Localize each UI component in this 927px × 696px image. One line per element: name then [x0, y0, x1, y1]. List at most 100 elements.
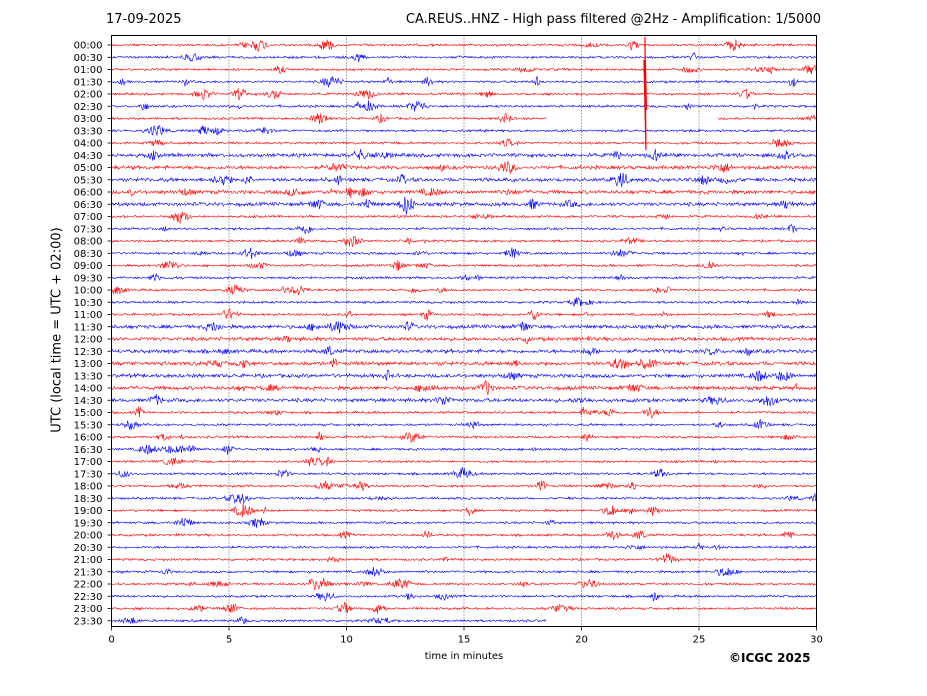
- row-label: 03:30: [74, 126, 103, 137]
- row-label: 23:00: [74, 604, 103, 615]
- row-label: 10:30: [74, 298, 103, 309]
- row-label: 06:00: [74, 188, 103, 199]
- trace-layer: [111, 36, 817, 625]
- trace-0530: [111, 172, 817, 188]
- trace-1630: [111, 444, 817, 456]
- row-label: 18:00: [74, 482, 103, 493]
- trace-0300: [717, 114, 817, 121]
- row-label: 01:30: [74, 77, 103, 88]
- row-label: 14:00: [74, 384, 103, 395]
- trace-1830: [111, 493, 817, 504]
- trace-2330: [111, 616, 547, 625]
- trace-0300: [111, 112, 547, 124]
- trace-2300: [111, 601, 817, 614]
- row-label: 20:30: [74, 543, 103, 554]
- trace-1230: [111, 345, 817, 357]
- row-label: 22:00: [74, 580, 103, 591]
- trace-0000: [111, 39, 817, 53]
- row-label: 14:30: [74, 396, 103, 407]
- trace-0930: [111, 273, 817, 282]
- trace-2200: [111, 578, 817, 591]
- trace-1200: [111, 335, 817, 345]
- trace-1600: [111, 431, 817, 443]
- trace-0330: [111, 124, 817, 137]
- date-label: 17-09-2025: [106, 12, 182, 27]
- x-axis-label: time in minutes: [424, 651, 504, 662]
- trace-1930: [111, 517, 817, 528]
- trace-0630: [111, 196, 817, 215]
- chart-title: CA.REUS..HNZ - High pass filtered @2Hz -…: [405, 12, 821, 27]
- trace-1030: [111, 297, 817, 307]
- row-label: 13:00: [74, 359, 103, 370]
- row-label: 02:30: [74, 102, 103, 113]
- trace-1430: [111, 393, 817, 406]
- row-label: 08:30: [74, 249, 103, 260]
- trace-2230: [111, 591, 817, 602]
- row-label: 01:00: [74, 65, 103, 76]
- trace-0700: [111, 211, 817, 225]
- x-tick-label: 10: [340, 635, 353, 646]
- trace-2000: [111, 530, 817, 541]
- x-tick-label: 15: [458, 635, 471, 646]
- trace-0730: [111, 223, 817, 235]
- row-label: 10:00: [74, 286, 103, 297]
- row-label: 13:30: [74, 371, 103, 382]
- row-label: 19:30: [74, 518, 103, 529]
- trace-0900: [111, 260, 817, 271]
- trace-0600: [111, 187, 817, 199]
- row-label: 03:00: [74, 114, 103, 125]
- row-label: 17:00: [74, 457, 103, 468]
- row-label: 00:30: [74, 53, 103, 64]
- trace-2030: [111, 541, 817, 551]
- trace-0130: [111, 75, 817, 88]
- trace-2130: [111, 566, 817, 577]
- trace-0100: [111, 64, 817, 75]
- plot-frame: [111, 35, 817, 627]
- row-label: 06:30: [74, 200, 103, 211]
- row-label: 20:00: [74, 531, 103, 542]
- x-tick-label: 30: [810, 635, 823, 646]
- grid-layer: [228, 35, 700, 627]
- trace-1700: [111, 456, 817, 467]
- trace-1130: [111, 320, 817, 334]
- x-tick-label: 0: [108, 635, 114, 646]
- trace-0030: [111, 52, 817, 62]
- trace-1900: [111, 503, 817, 518]
- row-label: 07:00: [74, 212, 103, 223]
- trace-0800: [111, 235, 817, 248]
- row-label: 11:00: [74, 310, 103, 321]
- row-label: 00:00: [74, 41, 103, 52]
- trace-1400: [111, 380, 817, 395]
- row-label: 04:00: [74, 139, 103, 150]
- trace-1500: [111, 406, 817, 420]
- spike-trace: [643, 36, 648, 151]
- row-label: 23:30: [74, 616, 103, 627]
- trace-0430: [111, 148, 817, 162]
- row-label: 16:00: [74, 433, 103, 444]
- row-label: 17:30: [74, 469, 103, 480]
- trace-0830: [111, 247, 817, 260]
- row-label: 02:00: [74, 90, 103, 101]
- trace-0200: [111, 87, 817, 100]
- trace-1530: [111, 418, 817, 431]
- row-label: 11:30: [74, 322, 103, 333]
- trace-0400: [111, 138, 817, 148]
- trace-2100: [111, 553, 817, 564]
- row-label: 08:00: [74, 237, 103, 248]
- row-label: 07:30: [74, 224, 103, 235]
- x-tick-label: 5: [226, 635, 232, 646]
- trace-1800: [111, 480, 817, 491]
- trace-1730: [111, 467, 817, 479]
- row-label: 12:30: [74, 347, 103, 358]
- trace-1100: [111, 308, 817, 321]
- copyright-label: ©ICGC 2025: [729, 651, 811, 665]
- trace-1330: [111, 369, 817, 382]
- row-label: 09:00: [74, 261, 103, 272]
- row-label: 18:30: [74, 494, 103, 505]
- trace-1000: [111, 284, 817, 296]
- trace-1300: [111, 358, 817, 370]
- row-label: 16:30: [74, 445, 103, 456]
- x-tick-label: 20: [575, 635, 588, 646]
